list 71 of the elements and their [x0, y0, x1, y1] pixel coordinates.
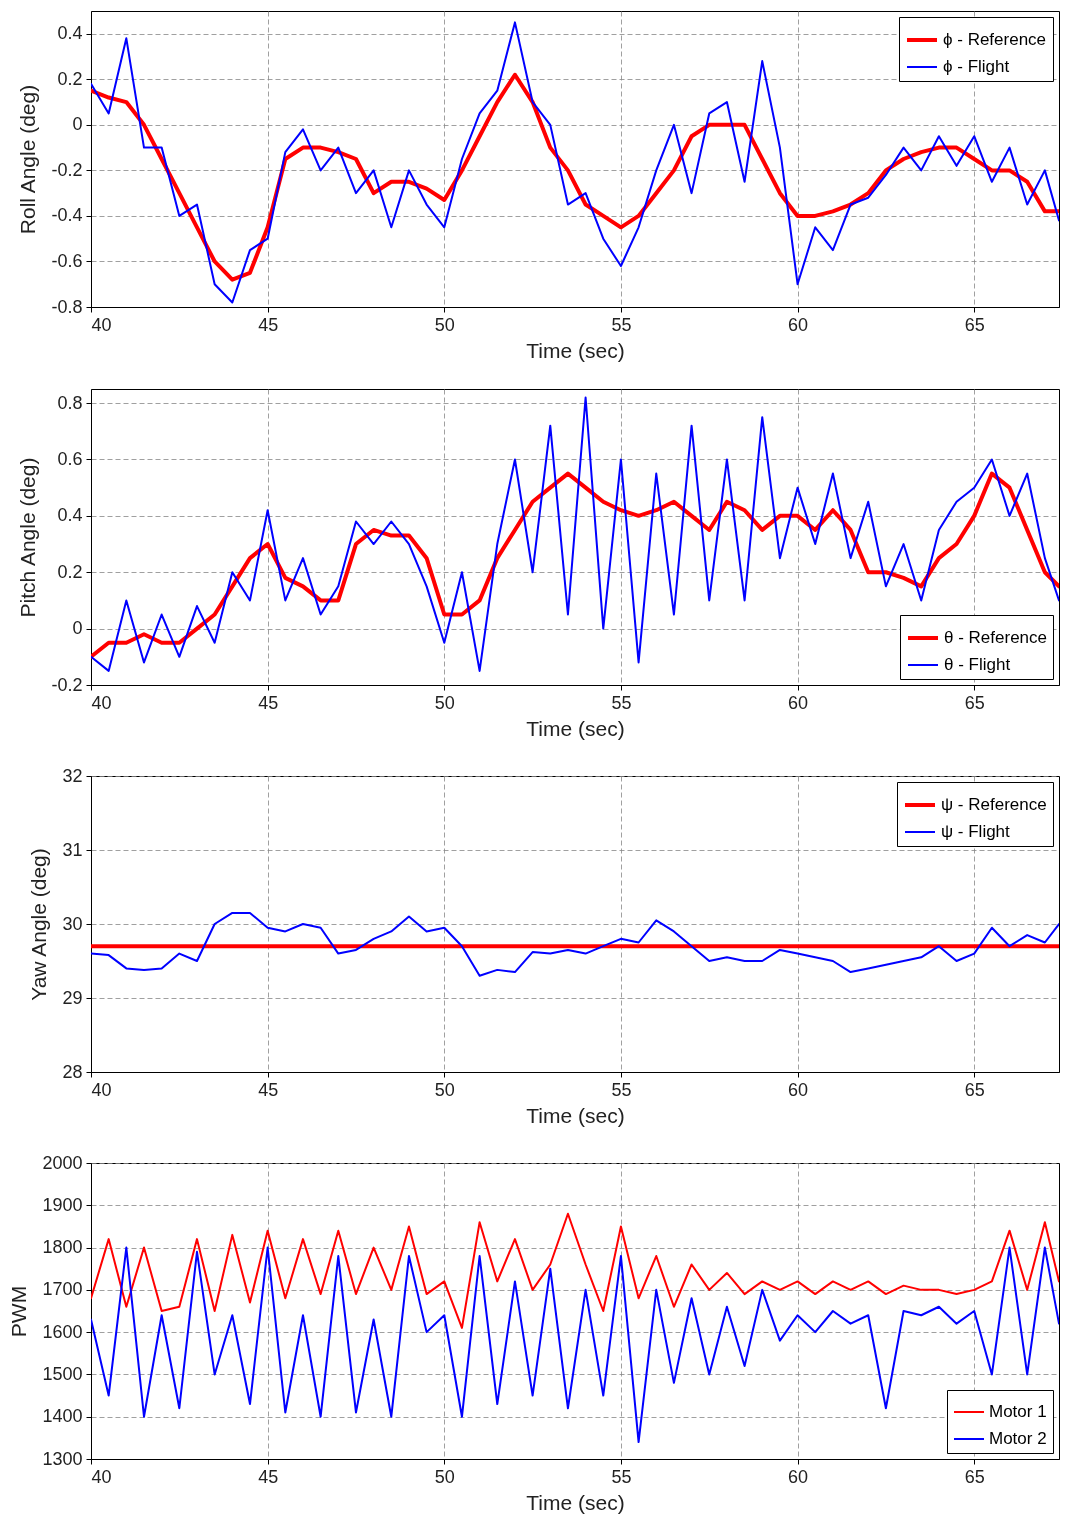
legend-label: Motor 1 — [989, 1402, 1047, 1421]
legend-label: ϕ - Reference — [943, 30, 1047, 49]
line-series — [91, 911, 1059, 977]
legend-label: Motor 2 — [989, 1429, 1047, 1448]
y-tick-label: 1800 — [42, 1237, 83, 1258]
y-tick-label: 0 — [72, 618, 83, 639]
y-tick-label: 0.4 — [57, 23, 83, 44]
x-tick-label: 55 — [611, 692, 632, 713]
legend-label: θ - Flight — [944, 655, 1011, 674]
x-axis-title: Time (sec) — [526, 716, 625, 740]
y-axis-title: Roll Angle (deg) — [16, 84, 40, 235]
x-tick-label: 60 — [788, 314, 809, 335]
x-tick-label: 40 — [91, 1079, 112, 1100]
y-tick-label: 29 — [62, 987, 83, 1008]
x-tick-label: 50 — [434, 1466, 455, 1487]
line-series — [91, 1246, 1059, 1444]
y-tick-label: 0.6 — [57, 448, 83, 469]
y-tick-label: 0 — [72, 114, 83, 135]
line-series — [91, 1212, 1059, 1329]
x-tick-label: 45 — [258, 1079, 279, 1100]
y-tick-label: 31 — [62, 839, 83, 860]
x-tick-label: 40 — [91, 314, 112, 335]
x-tick-label: 65 — [964, 1079, 985, 1100]
y-tick-label: -0.8 — [51, 296, 83, 317]
x-tick-label: 40 — [91, 1466, 112, 1487]
y-tick-label: 1400 — [42, 1406, 83, 1427]
x-tick-label: 60 — [788, 692, 809, 713]
line-series — [91, 21, 1059, 304]
x-tick-label: 45 — [258, 314, 279, 335]
x-tick-label: 55 — [611, 1079, 632, 1100]
y-tick-label: 0.4 — [57, 505, 83, 526]
y-tick-label: 1600 — [42, 1321, 83, 1342]
legend-label: ψ - Flight — [941, 822, 1011, 841]
legend-label: ψ - Reference — [941, 795, 1047, 814]
y-tick-label: 30 — [62, 913, 83, 934]
x-tick-label: 50 — [434, 692, 455, 713]
y-tick-label: 1500 — [42, 1363, 83, 1384]
x-tick-label: 40 — [91, 692, 112, 713]
x-tick-label: 50 — [434, 314, 455, 335]
y-axis-title: PWM — [7, 1285, 31, 1338]
y-tick-label: -0.4 — [51, 205, 83, 226]
legend-label: ϕ - Flight — [943, 57, 1010, 76]
y-tick-label: 0.2 — [57, 68, 83, 89]
y-tick-label: 0.8 — [57, 392, 83, 413]
x-axis-title: Time (sec) — [526, 1490, 625, 1514]
x-axis-title: Time (sec) — [526, 338, 625, 362]
y-tick-label: 1900 — [42, 1194, 83, 1215]
y-tick-label: 28 — [62, 1061, 83, 1082]
x-axis-title: Time (sec) — [526, 1103, 625, 1127]
x-tick-label: 50 — [434, 1079, 455, 1100]
x-tick-label: 65 — [964, 314, 985, 335]
y-axis-title: Pitch Angle (deg) — [16, 457, 40, 618]
y-tick-label: 1300 — [42, 1448, 83, 1469]
x-tick-label: 45 — [258, 692, 279, 713]
y-tick-label: -0.2 — [51, 159, 83, 180]
y-tick-label: 0.2 — [57, 561, 83, 582]
x-tick-label: 60 — [788, 1079, 809, 1100]
y-tick-label: -0.2 — [51, 674, 83, 695]
x-tick-label: 65 — [964, 692, 985, 713]
y-tick-label: 32 — [62, 765, 83, 786]
y-axis-title: Yaw Angle (deg) — [27, 848, 51, 1001]
line-series — [91, 396, 1059, 672]
x-tick-label: 55 — [611, 1466, 632, 1487]
y-tick-label: 2000 — [42, 1152, 83, 1173]
x-tick-label: 45 — [258, 1466, 279, 1487]
y-tick-label: 1700 — [42, 1279, 83, 1300]
x-tick-label: 65 — [964, 1466, 985, 1487]
x-tick-label: 55 — [611, 314, 632, 335]
y-tick-label: -0.6 — [51, 250, 83, 271]
legend-label: θ - Reference — [944, 628, 1047, 647]
x-tick-label: 60 — [788, 1466, 809, 1487]
